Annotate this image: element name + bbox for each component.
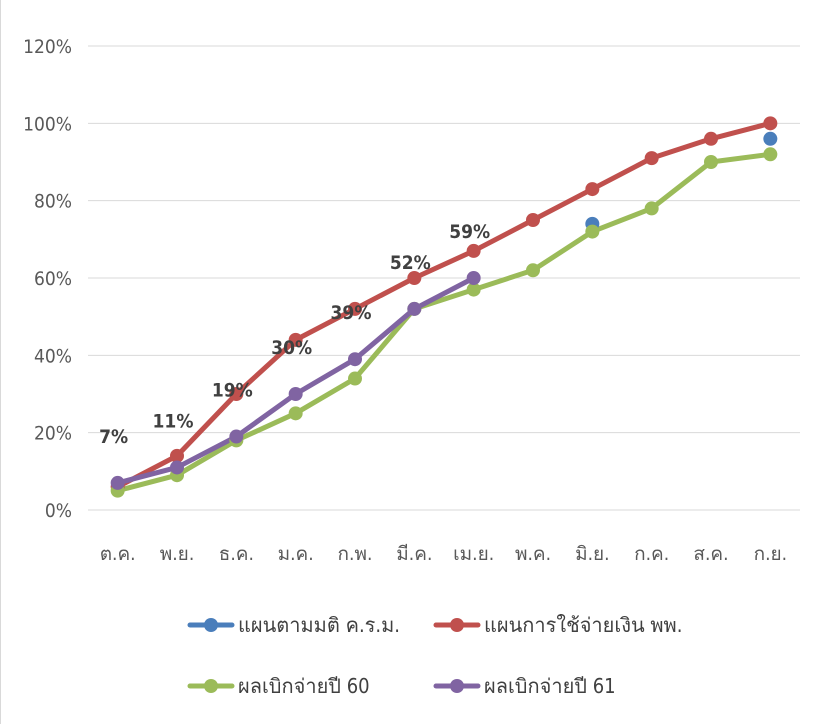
gridlines: [88, 45, 800, 511]
y-tick-label: 60%: [34, 268, 72, 290]
x-tick-label: พ.ค.: [515, 543, 551, 565]
series-3-point: [585, 224, 600, 239]
series-3-point: [466, 282, 481, 297]
legend-marker: [204, 618, 218, 632]
series-4-point: [110, 475, 125, 490]
series-4-point: [407, 301, 422, 316]
data-labels: 7% 11% 19% 30% 39% 52% 59%: [99, 221, 490, 448]
series-3-point: [526, 263, 540, 278]
data-label: 39%: [331, 302, 372, 324]
y-tick-label: 0%: [45, 500, 72, 522]
series-4-point: [170, 460, 184, 475]
series-lines: [115, 120, 773, 494]
x-tick-label: มิ.ย.: [575, 543, 610, 565]
legend-marker: [204, 679, 218, 693]
data-label: 59%: [449, 221, 490, 243]
legend-label: ผลเบิกจ่ายปี 61: [484, 674, 616, 698]
series-3-point: [348, 371, 362, 386]
x-tick-label: มี.ค.: [396, 543, 432, 565]
series-2-point: [585, 182, 600, 197]
x-tick-label: เม.ย.: [453, 543, 494, 565]
series-2-point: [763, 116, 778, 131]
series-1-point: [763, 131, 778, 146]
series-2-line: [115, 120, 773, 490]
series-3-point: [704, 155, 718, 169]
x-tick-label: ม.ค.: [278, 543, 314, 565]
series-4-point: [466, 271, 481, 285]
x-tick-label: ก.ย.: [754, 543, 788, 565]
y-tick-label: 80%: [34, 191, 72, 213]
y-tick-label: 40%: [34, 345, 72, 367]
series-2-point: [170, 448, 184, 463]
series-4-point: [348, 352, 362, 367]
y-tick-label: 120%: [23, 36, 72, 58]
series-points: [110, 116, 778, 498]
series-2-point: [348, 301, 362, 316]
x-tick-label: พ.ย.: [160, 543, 195, 565]
legend-label: แผนการใช้จ่ายเงิน พพ.: [484, 613, 682, 637]
series-4-point: [288, 387, 303, 401]
legend-marker: [450, 618, 464, 632]
y-tick-label: 100%: [23, 113, 72, 135]
series-4-point: [229, 429, 244, 444]
series-3-point: [288, 406, 303, 421]
y-axis-ticks: 0% 20% 40% 60% 80% 100% 120%: [23, 36, 72, 522]
data-label: 7%: [99, 426, 128, 448]
data-label: 30%: [271, 337, 312, 359]
x-tick-label: ส.ค.: [693, 543, 728, 565]
legend-marker: [450, 679, 464, 693]
series-2-point: [704, 131, 718, 146]
series-3-line: [115, 151, 773, 494]
legend-label: แผนตามมติ ค.ร.ม.: [238, 613, 400, 637]
data-label: 19%: [212, 380, 253, 402]
x-tick-label: ธ.ค.: [219, 543, 254, 565]
series-2-point: [229, 387, 244, 401]
data-label: 52%: [390, 252, 431, 274]
x-tick-label: ก.พ.: [338, 543, 373, 565]
x-tick-label: ก.ค.: [634, 543, 669, 565]
series-3-point: [644, 201, 659, 216]
x-axis-ticks: ต.ค. พ.ย. ธ.ค. ม.ค. ก.พ. มี.ค. เม.ย. พ.ค. มิ.ย. ก…: [100, 543, 787, 565]
series-2-point: [288, 332, 303, 347]
series-3-point: [763, 147, 778, 162]
series-2-point: [466, 243, 481, 258]
x-tick-label: ต.ค.: [100, 543, 136, 565]
legend: แผนตามมติ ค.ร.ม. แผนการใช้จ่ายเงิน พพ. ผลเ…: [187, 613, 682, 698]
series-2-point: [644, 151, 659, 166]
legend-label: ผลเบิกจ่ายปี 60: [238, 674, 370, 698]
data-label: 11%: [153, 410, 194, 432]
series-2-point: [407, 271, 422, 285]
y-tick-label: 20%: [34, 423, 72, 445]
series-2-point: [526, 213, 540, 227]
